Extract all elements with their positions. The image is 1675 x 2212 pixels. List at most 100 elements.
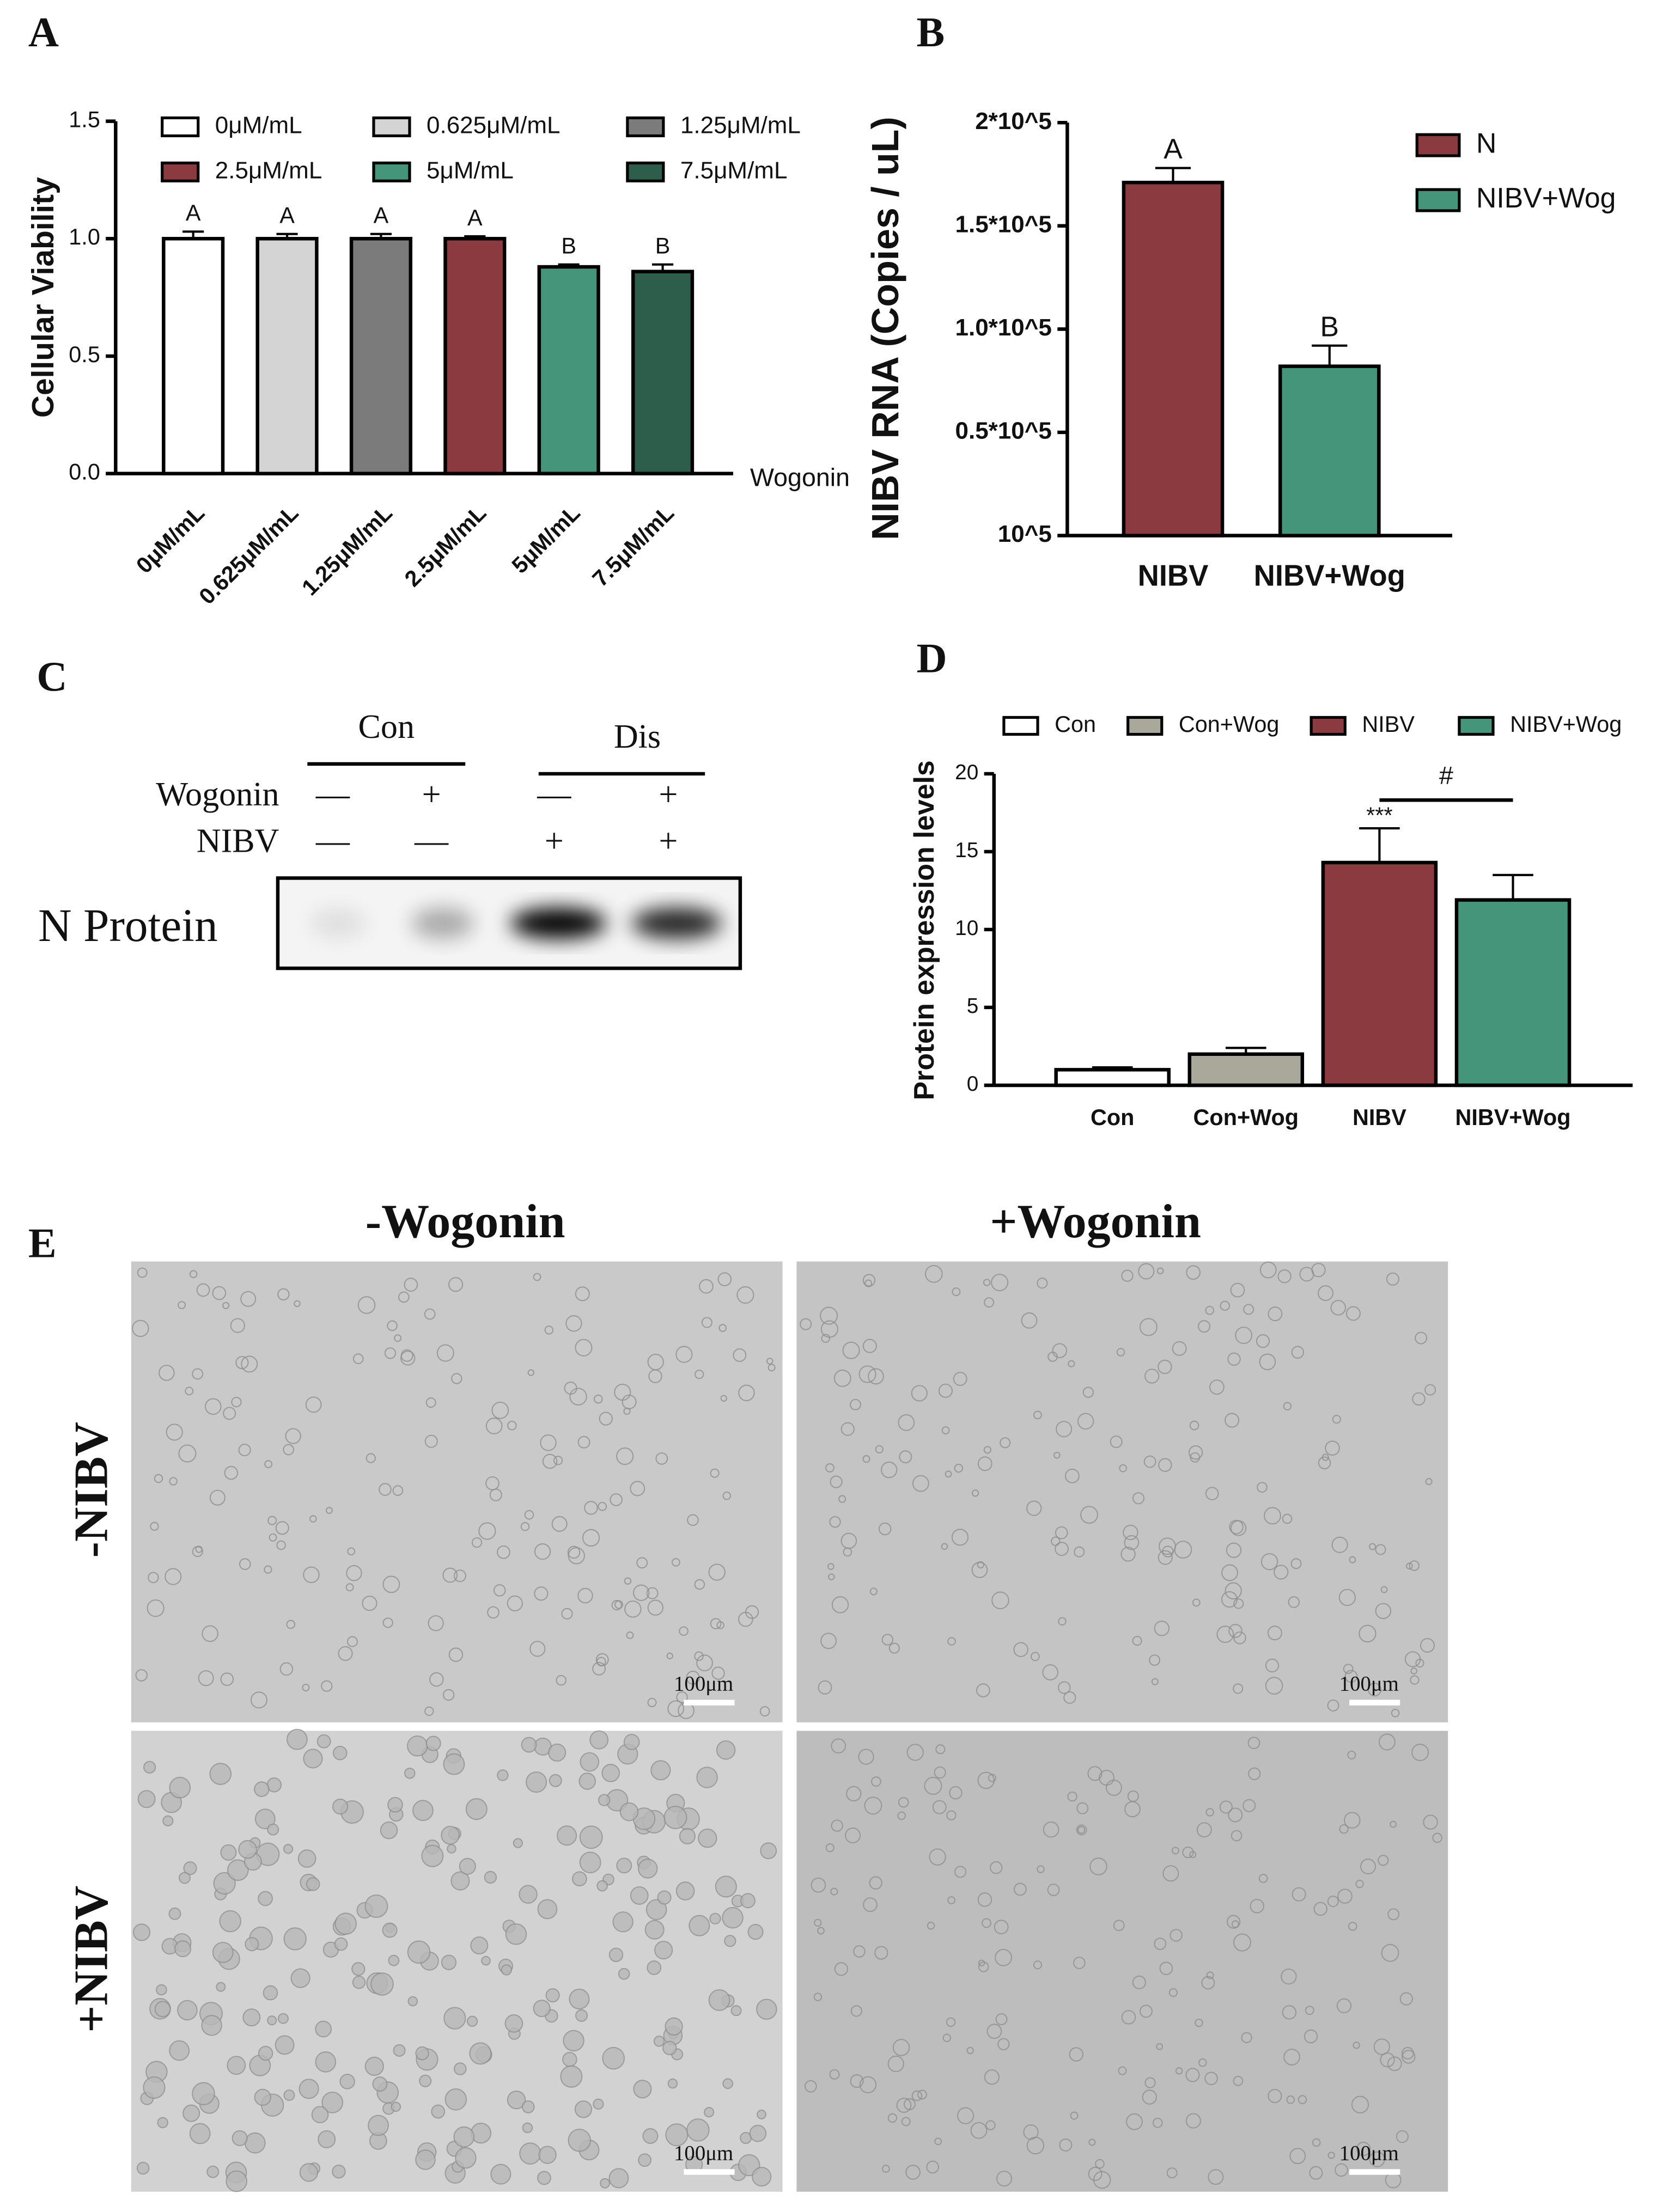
cell bbox=[831, 1819, 843, 1832]
cell bbox=[598, 1501, 607, 1511]
cell bbox=[362, 1596, 377, 1611]
x-tick-label: NIBV bbox=[1138, 559, 1209, 592]
panel-label: E bbox=[28, 1219, 57, 1266]
error-bar bbox=[1493, 873, 1533, 900]
cell bbox=[858, 1749, 874, 1765]
cell bbox=[394, 1334, 402, 1342]
cell bbox=[533, 2000, 551, 2018]
cell bbox=[1205, 1808, 1214, 1817]
cell bbox=[616, 1447, 634, 1465]
cell bbox=[529, 1641, 546, 1657]
cell bbox=[1154, 1938, 1167, 1950]
cell bbox=[321, 1680, 333, 1692]
cell bbox=[1118, 2066, 1127, 2075]
cell bbox=[825, 1463, 835, 1472]
cell bbox=[1423, 1814, 1438, 1830]
y-tick-label: 0.5 bbox=[69, 342, 100, 367]
cell bbox=[520, 1522, 530, 1531]
treatment-mark: + bbox=[659, 776, 678, 813]
cell bbox=[1132, 1975, 1146, 1990]
cell bbox=[227, 2056, 246, 2075]
x-tick-label: 0.625μM/mL bbox=[194, 500, 303, 609]
cell bbox=[1327, 1699, 1339, 1712]
cell bbox=[1339, 1824, 1349, 1834]
error-bar bbox=[1226, 1047, 1266, 1054]
cell bbox=[983, 1446, 991, 1454]
panel-label: B bbox=[916, 9, 945, 56]
y-tick-label: 10 bbox=[955, 916, 978, 940]
bar bbox=[1054, 1068, 1171, 1087]
cell bbox=[869, 1876, 882, 1890]
cell bbox=[1404, 1651, 1421, 1667]
cell bbox=[398, 1291, 410, 1303]
cell bbox=[388, 1954, 400, 1966]
cell bbox=[1195, 2018, 1203, 2027]
cell bbox=[563, 2030, 584, 2052]
cell bbox=[201, 2015, 222, 2036]
cell bbox=[984, 1297, 995, 1308]
cell bbox=[1380, 2052, 1395, 2068]
cell bbox=[549, 1774, 562, 1787]
cell bbox=[1338, 1588, 1356, 1606]
cell bbox=[831, 1738, 846, 1753]
cell bbox=[686, 2118, 710, 2142]
cell bbox=[1233, 1631, 1246, 1645]
cell bbox=[1221, 1564, 1238, 1581]
cell bbox=[169, 1776, 191, 1799]
cell bbox=[315, 2020, 332, 2038]
cell bbox=[804, 2080, 817, 2093]
cell bbox=[132, 1319, 149, 1337]
cell bbox=[504, 2014, 523, 2033]
cell bbox=[513, 1838, 523, 1848]
cell bbox=[1123, 1524, 1138, 1541]
cell bbox=[1348, 1922, 1357, 1931]
cell bbox=[614, 1600, 624, 1609]
scale-bar-label: 100μm bbox=[1339, 2141, 1399, 2165]
cell bbox=[647, 1697, 657, 1708]
cell bbox=[345, 1583, 354, 1592]
cell bbox=[425, 1736, 441, 1751]
cell bbox=[231, 1397, 242, 1408]
cell bbox=[1311, 1263, 1326, 1278]
panel-c: C Con Dis Wogonin — + — + NIBV — — + + N Protein bbox=[36, 653, 742, 970]
x-tick-label: 7.5μM/mL bbox=[588, 500, 679, 592]
cell bbox=[687, 1514, 699, 1526]
blot-band bbox=[411, 907, 474, 939]
cell bbox=[708, 1563, 726, 1581]
cell bbox=[1380, 1586, 1388, 1593]
cell bbox=[954, 1463, 964, 1473]
cell bbox=[1188, 1445, 1203, 1460]
cell bbox=[538, 2146, 557, 2164]
cell bbox=[924, 1264, 943, 1283]
cell bbox=[1070, 2111, 1079, 2120]
cell bbox=[892, 2039, 910, 2056]
cell bbox=[192, 1368, 204, 1380]
cell bbox=[827, 1563, 835, 1570]
cell bbox=[1110, 1435, 1123, 1449]
cell bbox=[1289, 2148, 1306, 2165]
cell bbox=[1353, 2042, 1360, 2049]
cell bbox=[459, 1857, 476, 1875]
cell bbox=[212, 1941, 234, 1963]
cell bbox=[1283, 1402, 1292, 1411]
bar bbox=[1321, 860, 1438, 1087]
cell bbox=[926, 2160, 940, 2174]
cell bbox=[995, 2013, 1008, 2026]
blot-band bbox=[631, 907, 722, 939]
cell bbox=[294, 1300, 301, 1307]
cell bbox=[238, 1444, 251, 1457]
cell bbox=[983, 1279, 991, 1286]
cell bbox=[829, 2069, 840, 2080]
cell bbox=[800, 1318, 812, 1330]
cell bbox=[862, 1455, 870, 1463]
cell bbox=[875, 1445, 884, 1454]
cell bbox=[574, 2100, 593, 2118]
cell bbox=[665, 2017, 683, 2036]
cell bbox=[887, 2055, 905, 2073]
cell bbox=[756, 1999, 777, 2020]
cell bbox=[1058, 1681, 1071, 1694]
cell bbox=[209, 1489, 226, 1506]
x-tick-label: 5μM/mL bbox=[507, 500, 585, 578]
cell bbox=[177, 2000, 198, 2021]
cell bbox=[1140, 2005, 1153, 2018]
